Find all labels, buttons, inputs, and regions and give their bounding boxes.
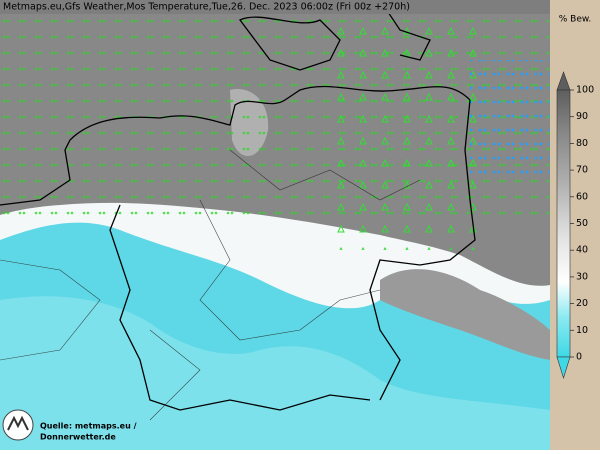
legend-tick-label: 90 xyxy=(576,111,588,122)
legend: % Bew. 0 10 20 30 40 50 60 70 80 90 100 xyxy=(550,0,600,450)
legend-title: % Bew. xyxy=(559,15,592,25)
legend-tick-label: 70 xyxy=(576,165,588,176)
source-line-2: Donnerwetter.de xyxy=(40,433,116,442)
legend-tick-label: 20 xyxy=(576,298,588,309)
source-box: Quelle: metmaps.eu / Donnerwetter.de xyxy=(2,409,137,442)
legend-tick-label: 40 xyxy=(576,245,588,256)
title-bar xyxy=(0,0,550,14)
legend-tick-label: 0 xyxy=(576,352,582,363)
legend-tick-label: 100 xyxy=(576,85,594,96)
legend-tick-label: 30 xyxy=(576,271,588,282)
legend-tick-label: 60 xyxy=(576,191,588,202)
map xyxy=(0,0,550,450)
source-line-1: Quelle: metmaps.eu / xyxy=(40,422,137,431)
legend-tick-label: 10 xyxy=(576,325,588,336)
legend-tick-label: 80 xyxy=(576,138,588,149)
legend-tick-label: 50 xyxy=(576,218,588,229)
map-title: Metmaps.eu,Gfs Weather,Mos Temperature,T… xyxy=(3,2,410,13)
